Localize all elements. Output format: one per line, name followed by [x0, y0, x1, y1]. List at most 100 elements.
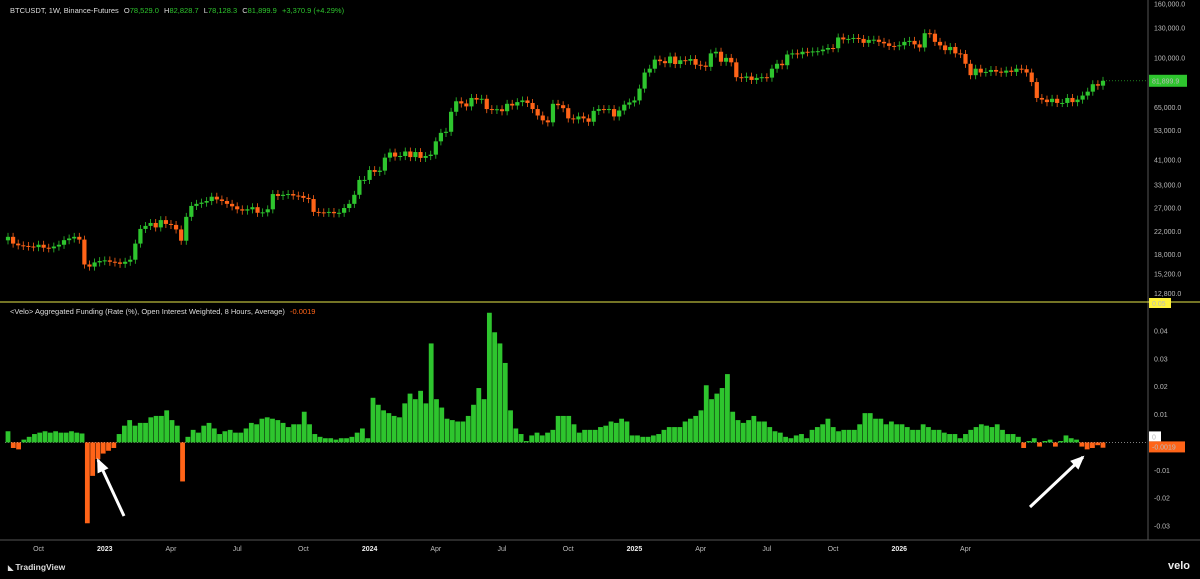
funding-bar — [164, 410, 170, 443]
candle-body — [51, 246, 56, 249]
candle-body — [937, 41, 943, 46]
candle-body — [917, 44, 922, 48]
zero-badge-label: 0 — [1152, 434, 1156, 441]
funding-bar — [159, 415, 164, 443]
candle-body — [56, 244, 62, 247]
funding-bar — [1052, 442, 1058, 447]
funding-bar — [814, 427, 820, 443]
tradingview-logo[interactable]: ◣ TradingView — [8, 562, 65, 572]
funding-bar — [862, 413, 868, 443]
symbol-legend[interactable]: BTCUSDT, 1W, Binance-Futures O78,529.0 H… — [10, 6, 347, 15]
funding-bar — [201, 425, 207, 443]
candle-body — [795, 53, 800, 55]
candle-body — [820, 49, 825, 52]
candle-body — [1100, 80, 1106, 86]
funding-bar — [693, 415, 699, 443]
candle-body — [892, 45, 897, 47]
funding-bar — [963, 434, 968, 443]
candle-body — [927, 33, 932, 35]
tradingview-brand: TradingView — [15, 562, 66, 572]
funding-tick-label: 0.03 — [1154, 356, 1168, 363]
funding-bar — [571, 424, 577, 443]
time-tick-label: 2026 — [891, 546, 907, 553]
candle-body — [357, 179, 362, 195]
price-tick-label: 22,000.0 — [1154, 229, 1181, 236]
funding-bar — [534, 432, 540, 443]
funding-bar — [1058, 441, 1064, 443]
funding-bar — [190, 429, 196, 443]
candle-body — [235, 206, 240, 210]
candle-body — [627, 102, 632, 105]
candle-body — [1004, 70, 1009, 73]
candle-body — [683, 60, 688, 62]
funding-bar — [259, 418, 265, 443]
candle-body — [21, 245, 26, 247]
funding-bar — [640, 436, 646, 443]
candle-body — [454, 101, 459, 112]
candle-body — [637, 88, 642, 101]
funding-bar — [809, 429, 815, 443]
price-tick-label: 41,000.0 — [1154, 158, 1181, 165]
candle-body — [92, 262, 97, 267]
candle-body — [647, 68, 652, 73]
candle-body — [708, 53, 713, 67]
candle-body — [469, 97, 474, 107]
candle-body — [718, 51, 724, 62]
candle-body — [224, 201, 230, 204]
candle-body — [861, 38, 866, 43]
candle-body — [173, 224, 179, 230]
candle-body — [433, 141, 438, 155]
funding-bar — [1079, 442, 1085, 447]
funding-bar — [375, 404, 381, 443]
candle-body — [754, 77, 759, 80]
funding-bar — [555, 415, 561, 443]
funding-bar — [238, 432, 244, 443]
candle-body — [163, 220, 168, 224]
candle-body — [265, 209, 270, 213]
candle-body — [724, 57, 729, 62]
candle-body — [734, 62, 739, 78]
price-tick-label: 100,000.0 — [1154, 55, 1185, 62]
candle-body — [953, 46, 958, 54]
indicator-legend[interactable]: <Velo> Aggregated Funding (Rate (%), Ope… — [10, 307, 318, 316]
candle-body — [785, 54, 790, 66]
funding-bar — [666, 427, 672, 443]
candle-body — [729, 57, 734, 63]
candle-body — [693, 59, 698, 65]
candle-body — [10, 236, 16, 244]
candle-body — [846, 38, 851, 40]
candle-body — [138, 228, 143, 244]
funding-bar — [1090, 442, 1095, 448]
funding-bar — [941, 432, 947, 443]
candle-body — [494, 109, 500, 111]
low-value: L78,128.3 — [203, 6, 238, 15]
funding-bar — [735, 420, 741, 443]
funding-bar — [428, 343, 434, 443]
funding-bar — [391, 415, 397, 443]
funding-bar — [661, 429, 667, 443]
funding-bar — [709, 399, 714, 443]
funding-bar — [333, 439, 339, 443]
candle-body — [336, 212, 342, 214]
funding-tick-label: 0.02 — [1154, 384, 1168, 391]
candle-body — [72, 236, 77, 239]
candle-body — [1060, 102, 1065, 104]
candle-body — [886, 43, 892, 46]
funding-bar — [95, 442, 101, 460]
candle-body — [851, 37, 856, 39]
candle-body — [652, 59, 657, 69]
candle-body — [102, 260, 107, 262]
funding-bar — [1031, 438, 1037, 443]
funding-bar — [492, 332, 498, 443]
funding-bar — [915, 429, 921, 443]
candle-body — [128, 259, 133, 262]
funding-bar — [270, 418, 275, 443]
candle-body — [698, 64, 703, 66]
price-tick-label: 33,000.0 — [1154, 183, 1181, 190]
candle-body — [1065, 97, 1070, 103]
candle-body — [229, 203, 235, 207]
funding-bar — [206, 422, 212, 443]
funding-bar — [148, 417, 154, 443]
candle-body — [398, 156, 403, 158]
